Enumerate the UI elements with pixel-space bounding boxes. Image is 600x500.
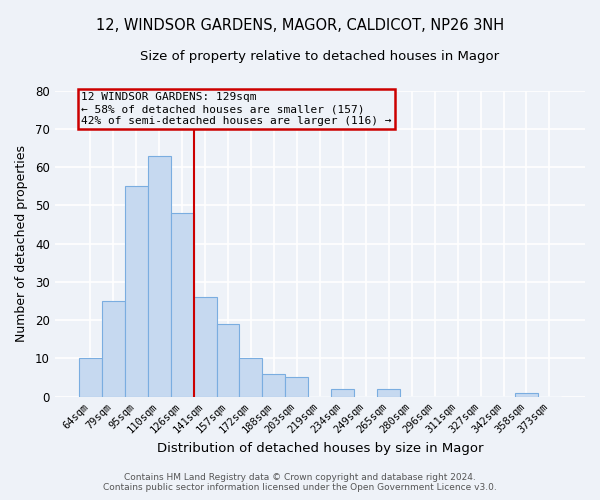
Bar — [217, 324, 239, 396]
Bar — [79, 358, 102, 397]
Text: Contains HM Land Registry data © Crown copyright and database right 2024.
Contai: Contains HM Land Registry data © Crown c… — [103, 473, 497, 492]
Bar — [239, 358, 262, 397]
Bar — [286, 378, 308, 396]
Bar — [194, 297, 217, 396]
Text: 12, WINDSOR GARDENS, MAGOR, CALDICOT, NP26 3NH: 12, WINDSOR GARDENS, MAGOR, CALDICOT, NP… — [96, 18, 504, 32]
Bar — [331, 389, 354, 396]
Y-axis label: Number of detached properties: Number of detached properties — [15, 145, 28, 342]
Bar — [262, 374, 286, 396]
X-axis label: Distribution of detached houses by size in Magor: Distribution of detached houses by size … — [157, 442, 483, 455]
Bar — [515, 393, 538, 396]
Title: Size of property relative to detached houses in Magor: Size of property relative to detached ho… — [140, 50, 499, 63]
Bar — [377, 389, 400, 396]
Text: 12 WINDSOR GARDENS: 129sqm
← 58% of detached houses are smaller (157)
42% of sem: 12 WINDSOR GARDENS: 129sqm ← 58% of deta… — [81, 92, 392, 126]
Bar — [170, 213, 194, 396]
Bar — [125, 186, 148, 396]
Bar — [102, 301, 125, 396]
Bar — [148, 156, 170, 396]
